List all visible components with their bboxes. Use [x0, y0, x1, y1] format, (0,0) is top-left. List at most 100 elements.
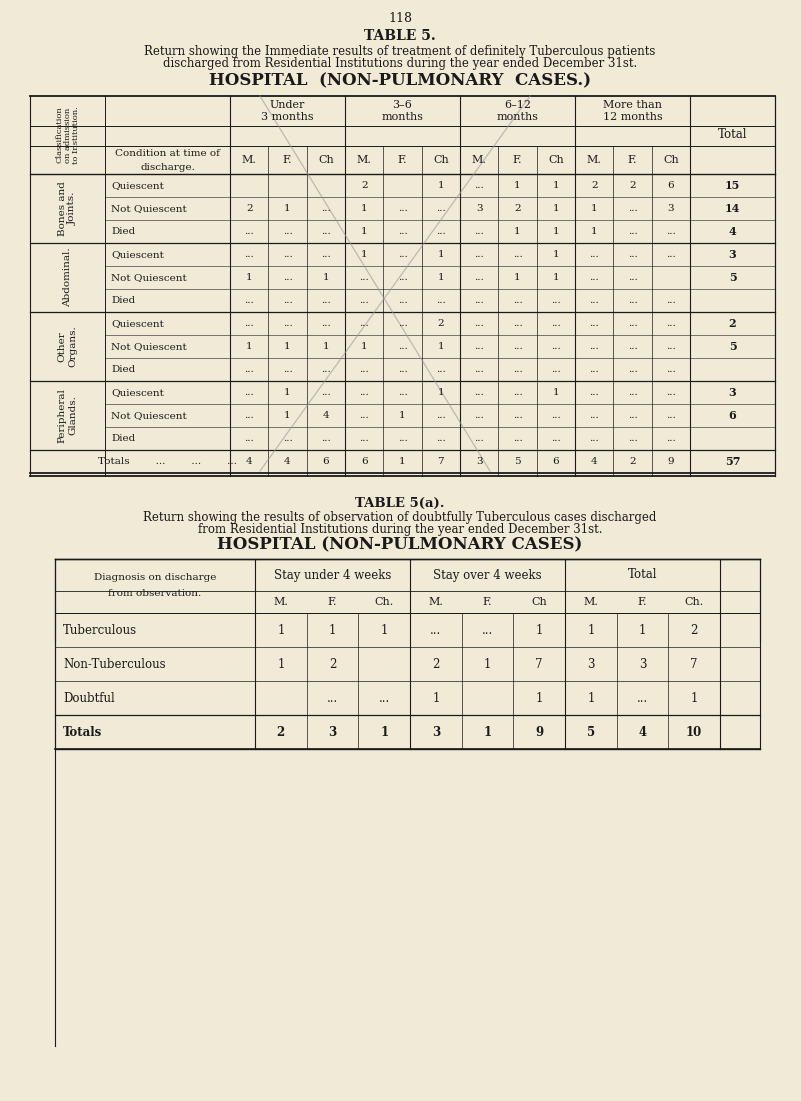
Text: ...: ...: [628, 296, 638, 305]
Text: ...: ...: [360, 411, 369, 419]
Text: 2: 2: [329, 657, 336, 671]
Text: ...: ...: [590, 273, 599, 282]
Text: Doubtful: Doubtful: [63, 691, 115, 705]
Text: Quiescent: Quiescent: [111, 319, 164, 328]
Text: ...: ...: [590, 319, 599, 328]
Text: Died: Died: [111, 296, 135, 305]
Text: Classification: Classification: [55, 107, 63, 163]
Text: 1: 1: [277, 657, 284, 671]
Text: 3: 3: [587, 657, 594, 671]
Text: ...: ...: [244, 411, 254, 419]
Text: Totals        ...        ...        ...: Totals ... ... ...: [98, 457, 237, 466]
Text: ...: ...: [513, 250, 522, 259]
Text: ...: ...: [513, 434, 522, 443]
Text: ...: ...: [321, 388, 331, 397]
Text: Died: Died: [111, 366, 135, 374]
Text: ...: ...: [628, 250, 638, 259]
Text: ...: ...: [397, 388, 408, 397]
Text: 3: 3: [638, 657, 646, 671]
Text: ...: ...: [283, 434, 292, 443]
Text: ...: ...: [551, 319, 561, 328]
Text: 2: 2: [361, 181, 368, 190]
Text: ...: ...: [321, 296, 331, 305]
Text: 1: 1: [553, 227, 559, 236]
Text: 2: 2: [591, 181, 598, 190]
Text: discharge.: discharge.: [140, 163, 195, 172]
Text: M.: M.: [472, 155, 486, 165]
Text: 57: 57: [725, 456, 740, 467]
Text: 1: 1: [484, 726, 492, 739]
Text: ...: ...: [628, 227, 638, 236]
Text: 1: 1: [553, 204, 559, 212]
Text: ...: ...: [474, 388, 484, 397]
Text: ...: ...: [397, 319, 408, 328]
Text: ...: ...: [474, 319, 484, 328]
Text: M.: M.: [356, 155, 372, 165]
Text: ...: ...: [397, 250, 408, 259]
Text: Quiescent: Quiescent: [111, 388, 164, 397]
Text: to Institution.: to Institution.: [71, 106, 79, 164]
Text: ...: ...: [474, 342, 484, 351]
Text: 1: 1: [514, 273, 521, 282]
Text: ...: ...: [244, 296, 254, 305]
Text: 1: 1: [361, 227, 368, 236]
Text: ...: ...: [474, 366, 484, 374]
Text: discharged from Residential Institutions during the year ended December 31st.: discharged from Residential Institutions…: [163, 57, 637, 70]
Text: ...: ...: [244, 227, 254, 236]
Text: ...: ...: [628, 366, 638, 374]
Text: ...: ...: [628, 342, 638, 351]
Text: Died: Died: [111, 227, 135, 236]
Text: ...: ...: [474, 227, 484, 236]
Text: 6: 6: [553, 457, 559, 466]
Text: 3: 3: [476, 457, 482, 466]
Text: ...: ...: [474, 411, 484, 419]
Text: ...: ...: [666, 227, 676, 236]
Text: 5: 5: [514, 457, 521, 466]
Text: ...: ...: [283, 366, 292, 374]
Text: M.: M.: [583, 597, 598, 607]
Text: ...: ...: [321, 434, 331, 443]
Text: ...: ...: [283, 273, 292, 282]
Text: ...: ...: [590, 296, 599, 305]
Text: 1: 1: [361, 342, 368, 351]
Text: ...: ...: [244, 366, 254, 374]
Text: HOSPITAL (NON-PULMONARY CASES): HOSPITAL (NON-PULMONARY CASES): [217, 536, 582, 554]
Text: ...: ...: [321, 227, 331, 236]
Text: 1: 1: [284, 342, 291, 351]
Text: Stay over 4 weeks: Stay over 4 weeks: [433, 568, 541, 581]
Text: 1: 1: [399, 411, 406, 419]
Text: 1: 1: [277, 623, 284, 636]
Text: 1: 1: [536, 691, 543, 705]
Text: 9: 9: [667, 457, 674, 466]
Text: Bones and
Joints.: Bones and Joints.: [58, 181, 77, 236]
Text: 2: 2: [246, 204, 252, 212]
Text: ...: ...: [628, 204, 638, 212]
Text: Abdominal.: Abdominal.: [63, 248, 72, 307]
Text: 9: 9: [535, 726, 543, 739]
Text: 3: 3: [432, 726, 440, 739]
Text: ...: ...: [397, 342, 408, 351]
Text: 2: 2: [630, 181, 636, 190]
Text: 4: 4: [591, 457, 598, 466]
Text: ...: ...: [360, 319, 369, 328]
Text: 5: 5: [587, 726, 595, 739]
Text: ...: ...: [397, 434, 408, 443]
Text: ...: ...: [244, 319, 254, 328]
Text: ...: ...: [283, 296, 292, 305]
Text: 1: 1: [380, 726, 388, 739]
Text: ...: ...: [474, 181, 484, 190]
Text: Non-Tuberculous: Non-Tuberculous: [63, 657, 166, 671]
Text: 1: 1: [690, 691, 698, 705]
Text: 1: 1: [284, 388, 291, 397]
Text: Return showing the Immediate results of treatment of definitely Tuberculous pati: Return showing the Immediate results of …: [144, 44, 656, 57]
Text: ...: ...: [244, 434, 254, 443]
Text: Diagnosis on discharge: Diagnosis on discharge: [94, 574, 216, 582]
Text: Total: Total: [628, 568, 658, 581]
Text: ...: ...: [590, 366, 599, 374]
Text: F.: F.: [398, 155, 407, 165]
Text: 3–6
months: 3–6 months: [381, 100, 424, 122]
Text: M.: M.: [242, 155, 256, 165]
Text: ...: ...: [666, 434, 676, 443]
Text: 6: 6: [323, 457, 329, 466]
Text: ...: ...: [637, 691, 648, 705]
